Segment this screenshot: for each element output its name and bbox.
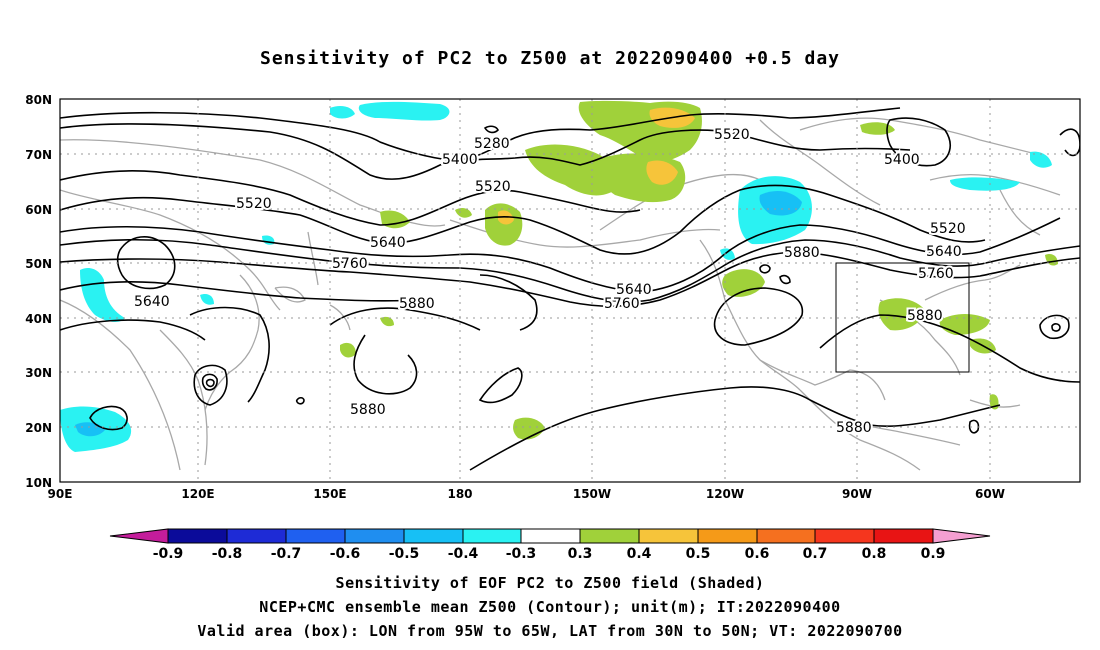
colorbar-bin [344, 528, 405, 544]
lat-label: 40N [25, 312, 52, 326]
caption-valid-area: Valid area (box): LON from 95W to 65W, L… [197, 622, 903, 640]
contour-label: 5280 [474, 136, 510, 152]
lat-label: 30N [25, 366, 52, 380]
lon-label: 120W [706, 487, 744, 501]
contour-label: 5760 [604, 296, 640, 312]
colorbar-tick-label: 0.3 [568, 546, 593, 562]
contour-label: 5400 [884, 152, 920, 168]
contour-label: 5880 [907, 308, 943, 324]
colorbar-bin [873, 528, 934, 544]
colorbar-tick-label: -0.3 [506, 546, 537, 562]
contour-label: 5880 [836, 420, 872, 436]
contour-label: 5640 [370, 235, 406, 251]
contour-label: 5400 [442, 152, 478, 168]
colorbar-tick-label: -0.5 [389, 546, 420, 562]
colorbar-bin [462, 528, 522, 544]
lon-label: 150W [573, 487, 611, 501]
colorbar-tick-label: -0.4 [448, 546, 479, 562]
colorbar-bin [285, 528, 346, 544]
contour-label: 5880 [399, 296, 435, 312]
valid-area-box [835, 262, 970, 373]
contour-label: 5520 [930, 221, 966, 237]
colorbar-tick-label: 0.5 [686, 546, 711, 562]
colorbar-tick-label: 0.7 [803, 546, 828, 562]
colorbar-tick-label: 0.4 [627, 546, 652, 562]
contour-label: 5880 [784, 245, 820, 261]
latitude-labels: 80N 70N 60N 50N 40N 30N 20N 10N [25, 93, 52, 490]
caption-contour: NCEP+CMC ensemble mean Z500 (Contour); u… [259, 598, 841, 616]
colorbar-bin [638, 528, 699, 544]
colorbar-bin [579, 528, 640, 544]
contour-label: 5520 [475, 179, 511, 195]
colorbar-bin [520, 528, 581, 544]
lon-label: 180 [447, 487, 472, 501]
z500-contours [60, 107, 1080, 471]
colorbar-tick-label: -0.7 [271, 546, 302, 562]
lat-label: 60N [25, 203, 52, 217]
contour-label: 5640 [616, 282, 652, 298]
colorbar-tick-label: -0.8 [212, 546, 243, 562]
colorbar-low-arrow [109, 528, 169, 544]
colorbar-bin [167, 528, 228, 544]
lon-label: 90E [48, 487, 73, 501]
lon-label: 60W [975, 487, 1005, 501]
contour-label: 5760 [918, 266, 954, 282]
lat-label: 10N [25, 476, 52, 490]
lat-label: 50N [25, 257, 52, 271]
colorbar-tick-label: 0.9 [921, 546, 946, 562]
contour-label: 5880 [350, 402, 386, 418]
colorbar-high-arrow [932, 528, 991, 544]
colorbar-bin [403, 528, 464, 544]
colorbar-tick-label: 0.8 [862, 546, 887, 562]
graticule [60, 99, 1080, 482]
lat-label: 70N [25, 148, 52, 162]
lat-label: 20N [25, 421, 52, 435]
colorbar: -0.9 -0.8 -0.7 -0.6 -0.5 -0.4 -0.3 0.3 0… [109, 528, 991, 562]
contour-label: 5640 [134, 294, 170, 310]
colorbar-bin [814, 528, 875, 544]
map-title: Sensitivity of PC2 to Z500 at 2022090400… [259, 48, 840, 69]
caption-shading: Sensitivity of EOF PC2 to Z500 field (Sh… [335, 574, 765, 592]
contour-label: 5760 [332, 256, 368, 272]
lon-label: 90W [842, 487, 872, 501]
contour-label: 5640 [926, 244, 962, 260]
lat-label: 80N [25, 93, 52, 107]
colorbar-bin [226, 528, 287, 544]
colorbar-tick-label: 0.6 [745, 546, 770, 562]
contour-label: 5520 [236, 196, 272, 212]
plot-frame [59, 98, 1081, 483]
contour-labels: 5280 5400 5520 5520 5520 5640 5760 5640 … [132, 125, 968, 438]
colorbar-tick-label: -0.6 [330, 546, 361, 562]
map-plot-area: 5280 5400 5520 5520 5520 5640 5760 5640 … [60, 99, 1080, 482]
colorbar-bin [697, 528, 758, 544]
contour-label: 5520 [714, 127, 750, 143]
colorbar-bin [756, 528, 816, 544]
lon-label: 150E [313, 487, 346, 501]
longitude-labels: 90E 120E 150E 180 150W 120W 90W 60W [48, 487, 1005, 501]
colorbar-tick-label: -0.9 [153, 546, 184, 562]
lon-label: 120E [181, 487, 214, 501]
